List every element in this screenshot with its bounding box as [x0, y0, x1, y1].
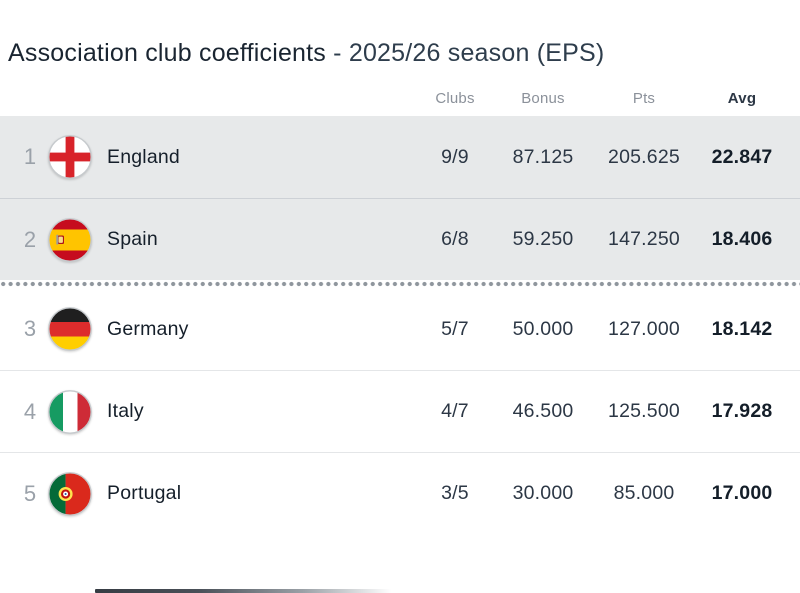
association-coefficients-page: Association club coefficients - 2025/26 …	[0, 38, 800, 593]
clubs-value: 4/7	[441, 400, 469, 422]
avg-value: 17.000	[711, 482, 773, 504]
column-header-bonus: Bonus	[521, 89, 565, 107]
pts-value: 85.000	[613, 482, 675, 504]
coefficients-table-body: 1 England 9/9 87.125 205.625 22.847 2 Sp…	[0, 116, 800, 534]
table-row[interactable]: 5 Portugal 3/5 30.000 85.000 17.000	[0, 452, 800, 534]
avg-value: 22.847	[711, 145, 773, 168]
country-name: Italy	[107, 400, 144, 422]
country-cell: Germany	[48, 307, 410, 351]
italy-flag-icon	[48, 389, 92, 434]
clubs-value: 3/5	[441, 482, 469, 504]
avg-value: 18.406	[711, 228, 773, 250]
column-header-clubs: Clubs	[435, 89, 475, 107]
table-row[interactable]: 2 Spain 6/8 59.250 147.250 18.406	[0, 198, 800, 280]
country-name: Germany	[107, 317, 189, 340]
qualification-cutoff-dotted-separator	[0, 280, 800, 288]
page-title-season: - 2025/26 season (EPS)	[333, 39, 605, 67]
portugal-flag-icon	[48, 471, 92, 516]
bonus-value: 30.000	[512, 482, 574, 504]
clubs-value: 9/9	[441, 145, 469, 168]
table-row[interactable]: 3 Germany 5/7 50.000 127.000 18.142	[0, 288, 800, 370]
bonus-value: 59.250	[512, 228, 574, 250]
rank-number: 2	[23, 226, 37, 252]
england-flag-icon	[48, 135, 92, 179]
country-cell: Portugal	[48, 471, 410, 516]
pts-value: 147.250	[608, 228, 680, 250]
avg-value: 18.142	[711, 317, 773, 340]
rank-number: 4	[23, 398, 37, 424]
country-cell: Spain	[48, 217, 410, 262]
avg-value: 17.928	[711, 400, 773, 422]
page-title: Association club coefficients - 2025/26 …	[8, 38, 800, 68]
rank-number: 1	[23, 144, 37, 169]
table-header: Clubs Bonus Pts Avg	[0, 80, 800, 116]
rank-number: 3	[23, 316, 37, 341]
pts-value: 125.500	[608, 400, 680, 422]
germany-flag-icon	[48, 307, 92, 351]
bonus-value: 87.125	[512, 145, 574, 168]
table-row[interactable]: 4 Italy 4/7 46.500 125.500 17.928	[0, 370, 800, 452]
country-name: England	[107, 145, 180, 168]
page-title-main: Association club coefficients	[8, 39, 327, 67]
country-cell: England	[48, 135, 410, 179]
bonus-value: 50.000	[512, 317, 574, 340]
country-cell: Italy	[48, 389, 410, 434]
clubs-value: 5/7	[441, 317, 469, 340]
column-header-avg: Avg	[727, 89, 757, 107]
bonus-value: 46.500	[512, 400, 574, 422]
spain-flag-icon	[48, 217, 92, 262]
partial-row-below-fold	[95, 589, 391, 593]
pts-value: 127.000	[608, 317, 680, 340]
country-name: Spain	[107, 228, 158, 250]
country-name: Portugal	[107, 482, 182, 504]
pts-value: 205.625	[608, 145, 680, 168]
column-header-pts: Pts	[632, 89, 656, 107]
table-row[interactable]: 1 England 9/9 87.125 205.625 22.847	[0, 116, 800, 198]
rank-number: 5	[23, 480, 37, 506]
clubs-value: 6/8	[441, 228, 469, 250]
